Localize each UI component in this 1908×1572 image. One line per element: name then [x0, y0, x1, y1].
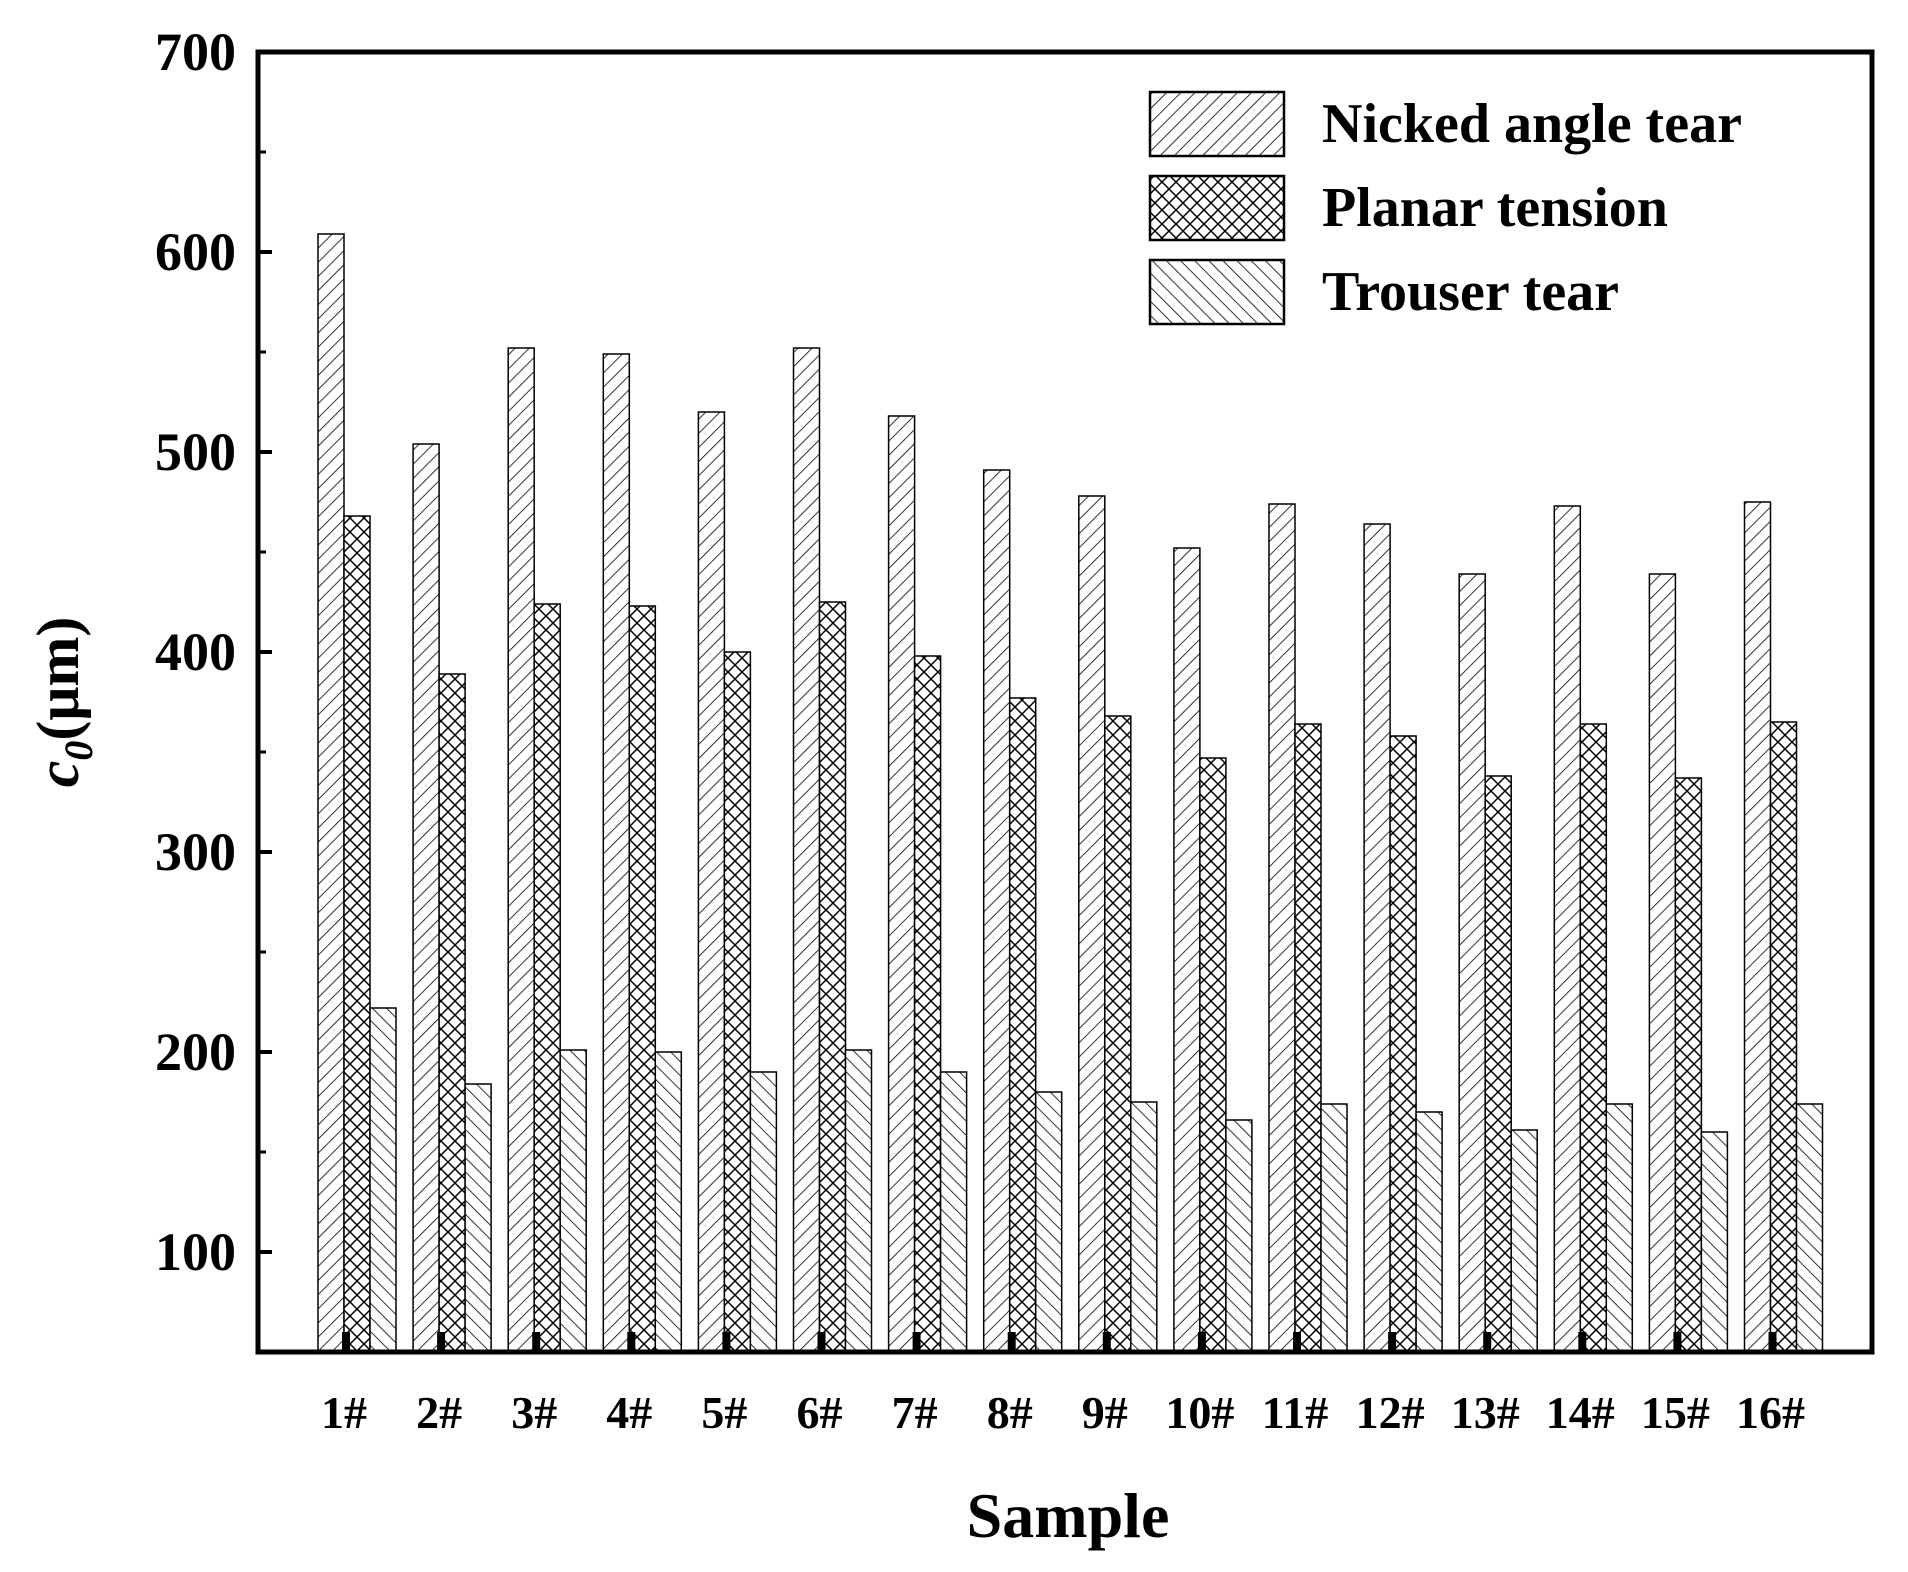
bar-planar-tension — [1389, 735, 1417, 1353]
x-tick-label: 4# — [606, 1387, 652, 1438]
x-tick-label: 3# — [511, 1387, 557, 1438]
bar-trouser-tear — [1225, 1119, 1253, 1353]
bar-nicked-angle-tear — [982, 469, 1011, 1353]
bar-nicked-angle-tear — [1078, 495, 1106, 1353]
x-tick-label: 6# — [797, 1387, 843, 1438]
x-tick-label: 13# — [1451, 1387, 1520, 1438]
bar-trouser-tear — [844, 1049, 873, 1353]
y-tick-label: 200 — [155, 1022, 236, 1082]
bar-trouser-tear — [1415, 1111, 1443, 1353]
bar-nicked-angle-tear — [317, 233, 345, 1353]
x-tick-label: 7# — [892, 1387, 938, 1438]
bar-planar-tension — [1769, 721, 1798, 1353]
bar-nicked-angle-tear — [412, 443, 440, 1353]
legend-swatch-planar-tension — [1148, 174, 1286, 242]
x-tick-label: 9# — [1082, 1387, 1128, 1438]
legend-label-trouser-tear: Trouser tear — [1322, 261, 1619, 323]
bars-layer — [317, 233, 1824, 1353]
bar-planar-tension — [438, 673, 466, 1353]
bar-trouser-tear — [1034, 1091, 1063, 1353]
bar-trouser-tear — [749, 1071, 778, 1353]
bar-planar-tension — [913, 655, 942, 1353]
y-tick-label: 500 — [155, 422, 236, 482]
bar-planar-tension — [1199, 757, 1227, 1353]
x-tick-label: 8# — [987, 1387, 1033, 1438]
y-axis-title-unit: (μm) — [25, 617, 91, 741]
bar-trouser-tear — [559, 1049, 587, 1353]
bar-planar-tension — [1104, 715, 1132, 1353]
y-axis-title: c0(μm) — [25, 617, 101, 788]
y-tick-label: 700 — [155, 22, 236, 82]
x-tick-label: 10# — [1165, 1387, 1234, 1438]
bar-planar-tension — [723, 651, 752, 1353]
legend-label-planar-tension: Planar tension — [1322, 177, 1668, 239]
bar-nicked-angle-tear — [1648, 573, 1677, 1353]
y-tick-label: 600 — [155, 222, 236, 282]
x-axis-title: Sample — [967, 1480, 1170, 1551]
bar-planar-tension — [533, 603, 561, 1353]
bar-nicked-angle-tear — [602, 353, 631, 1353]
x-tick-label: 2# — [416, 1387, 462, 1438]
bar-nicked-angle-tear — [792, 347, 821, 1353]
bar-trouser-tear — [464, 1083, 492, 1353]
bar-nicked-angle-tear — [697, 411, 726, 1353]
x-tick-label: 12# — [1356, 1387, 1425, 1438]
x-tick-label: 5# — [701, 1387, 747, 1438]
bar-planar-tension — [1294, 723, 1322, 1353]
bar-planar-tension — [628, 605, 657, 1353]
y-tick-label: 400 — [155, 622, 236, 682]
bar-nicked-angle-tear — [1173, 547, 1201, 1353]
y-axis-title-symbol: c — [25, 761, 91, 788]
bar-trouser-tear — [939, 1071, 968, 1353]
bar-nicked-angle-tear — [1743, 501, 1772, 1353]
bar-nicked-angle-tear — [1268, 503, 1296, 1353]
legend-swatch-trouser-tear — [1148, 258, 1286, 326]
x-axis: 1# 2# 3# 4# 5# 6# 7# 8# 9# 10# 11# 12# 13# 14# 15# 16# — [321, 1332, 1805, 1438]
bar-planar-tension — [343, 515, 371, 1353]
bar-nicked-angle-tear — [1553, 505, 1582, 1353]
bar-trouser-tear — [369, 1007, 397, 1353]
y-tick-label: 300 — [155, 822, 236, 882]
x-tick-label: 11# — [1262, 1387, 1328, 1438]
bar-planar-tension — [1674, 777, 1703, 1353]
bar-trouser-tear — [1130, 1101, 1158, 1353]
bar-planar-tension — [1008, 697, 1037, 1353]
x-tick-label: 14# — [1546, 1387, 1615, 1438]
y-axis: 100 200 300 400 500 600 700 — [155, 22, 272, 1282]
bar-trouser-tear — [1605, 1103, 1634, 1353]
x-tick-label: 15# — [1641, 1387, 1710, 1438]
bar-nicked-angle-tear — [887, 415, 916, 1353]
bar-trouser-tear — [1700, 1131, 1729, 1353]
bar-planar-tension — [818, 601, 847, 1353]
bar-trouser-tear — [1510, 1129, 1538, 1353]
bar-trouser-tear — [1795, 1103, 1824, 1353]
bar-nicked-angle-tear — [507, 347, 535, 1353]
legend-label-nicked-angle-tear: Nicked angle tear — [1322, 93, 1742, 155]
bar-trouser-tear — [654, 1051, 683, 1353]
bar-trouser-tear — [1320, 1103, 1348, 1353]
bar-nicked-angle-tear — [1458, 573, 1486, 1353]
legend-swatch-nicked-angle-tear — [1148, 90, 1286, 158]
bar-planar-tension — [1484, 775, 1512, 1353]
y-tick-label: 100 — [155, 1222, 236, 1282]
y-axis-title-subscript: 0 — [56, 741, 101, 761]
bar-planar-tension — [1579, 723, 1608, 1353]
plot-frame — [255, 49, 1875, 1355]
legend: Nicked angle tear Planar tension Trouser t… — [1148, 90, 1742, 326]
bar-nicked-angle-tear — [1363, 523, 1391, 1353]
x-tick-label: 1# — [321, 1387, 367, 1438]
x-tick-label: 16# — [1736, 1387, 1805, 1438]
